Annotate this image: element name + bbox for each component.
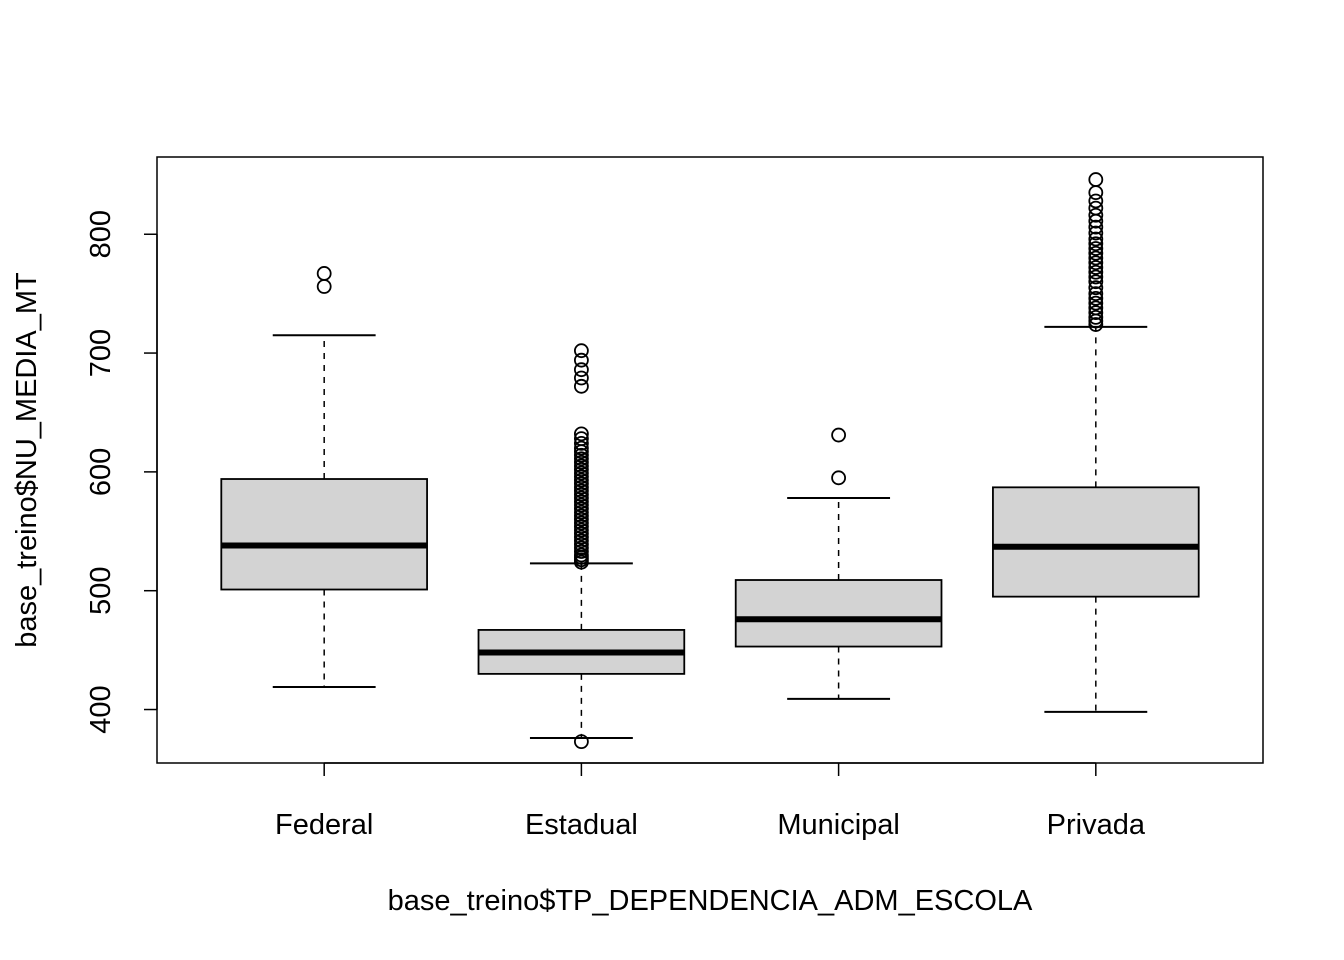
outlier-point bbox=[573, 490, 589, 506]
outlier-point bbox=[573, 508, 589, 524]
outlier-point bbox=[1088, 207, 1104, 223]
x-tick-label: Federal bbox=[275, 809, 373, 841]
outlier-point bbox=[1088, 317, 1104, 332]
outlier-point bbox=[573, 544, 589, 559]
plot-frame bbox=[156, 156, 1264, 764]
x-tick-label: Municipal bbox=[777, 809, 900, 841]
y-axis-title: base_treino$NU_MEDIA_MT bbox=[11, 272, 43, 648]
outlier-point bbox=[573, 447, 589, 463]
outlier-point bbox=[573, 378, 589, 394]
outlier-point bbox=[573, 479, 589, 495]
outlier-point bbox=[316, 266, 332, 281]
outlier-point bbox=[573, 476, 589, 492]
box-iqr bbox=[992, 486, 1200, 598]
outlier-point bbox=[573, 536, 589, 552]
outlier-point bbox=[573, 522, 589, 538]
outlier-point bbox=[573, 483, 589, 499]
outlier-point bbox=[1088, 286, 1104, 302]
outlier-point bbox=[573, 529, 589, 545]
outlier-point bbox=[573, 462, 589, 477]
outlier-point bbox=[1088, 305, 1104, 321]
outlier-point bbox=[573, 454, 589, 470]
y-tick-label: 700 bbox=[85, 329, 117, 377]
outlier-point bbox=[573, 547, 589, 563]
outlier-point bbox=[573, 469, 589, 485]
outlier-point bbox=[573, 435, 589, 451]
box-federal bbox=[220, 266, 428, 688]
outlier-point bbox=[831, 427, 847, 443]
outlier-point bbox=[573, 362, 589, 378]
outlier-point bbox=[573, 512, 589, 527]
boxes-layer bbox=[220, 172, 1200, 750]
outlier-point bbox=[573, 501, 589, 517]
outlier-point bbox=[573, 540, 589, 556]
outlier-point bbox=[1088, 264, 1104, 280]
outlier-point bbox=[831, 470, 847, 486]
outlier-point bbox=[573, 352, 589, 368]
outlier-point bbox=[573, 494, 589, 509]
outlier-point bbox=[1088, 200, 1104, 216]
outlier-point bbox=[1088, 185, 1104, 201]
y-axis: 400 500 600 700 800 bbox=[85, 210, 158, 734]
outlier-point bbox=[1088, 274, 1104, 290]
outlier-point bbox=[573, 515, 589, 531]
box-municipal bbox=[734, 427, 943, 700]
outlier-point bbox=[573, 440, 589, 456]
box-iqr bbox=[734, 579, 943, 648]
x-axis-title: base_treino$TP_DEPENDENCIA_ADM_ESCOLA bbox=[388, 885, 1033, 917]
outlier-point bbox=[573, 343, 589, 359]
outlier-point bbox=[1088, 193, 1104, 209]
outlier-point bbox=[573, 465, 589, 481]
outlier-point bbox=[573, 472, 589, 488]
outlier-point bbox=[573, 497, 589, 513]
outlier-point bbox=[1088, 225, 1104, 241]
box-privada bbox=[992, 172, 1200, 713]
x-tick-label: Estadual bbox=[525, 809, 638, 841]
outlier-point bbox=[573, 504, 589, 520]
y-tick-label: 400 bbox=[85, 685, 117, 733]
outlier-point bbox=[573, 370, 589, 386]
outlier-point bbox=[573, 451, 589, 467]
x-tick-label: Privada bbox=[1047, 809, 1146, 841]
y-tick-label: 600 bbox=[85, 448, 117, 496]
outlier-point bbox=[1088, 231, 1104, 247]
outlier-point bbox=[1088, 280, 1104, 296]
outlier-point bbox=[1088, 236, 1104, 252]
outlier-point bbox=[573, 519, 589, 534]
outlier-point bbox=[573, 426, 589, 442]
outlier-point bbox=[1088, 241, 1104, 256]
outlier-point bbox=[573, 487, 589, 502]
box-estadual bbox=[477, 343, 686, 750]
outlier-point bbox=[1088, 300, 1104, 316]
outlier-point bbox=[573, 734, 589, 750]
box-iqr bbox=[220, 478, 428, 591]
outlier-point bbox=[573, 458, 589, 474]
outlier-point bbox=[1088, 290, 1104, 306]
outlier-point bbox=[1088, 269, 1104, 285]
x-axis: Federal Estadual Municipal Privada bbox=[275, 762, 1146, 841]
outlier-point bbox=[573, 533, 589, 549]
outlier-point bbox=[573, 526, 589, 542]
outlier-point bbox=[1088, 295, 1104, 311]
outlier-point bbox=[1088, 219, 1104, 235]
outlier-point bbox=[1088, 255, 1104, 271]
outlier-point bbox=[316, 279, 332, 294]
outlier-point bbox=[1088, 172, 1104, 187]
outlier-point bbox=[1088, 250, 1104, 266]
outlier-point bbox=[1088, 245, 1104, 261]
outlier-point bbox=[573, 431, 589, 447]
y-tick-label: 500 bbox=[85, 567, 117, 615]
outlier-point bbox=[1088, 310, 1104, 325]
outlier-point bbox=[1088, 260, 1104, 275]
y-tick-label: 800 bbox=[85, 210, 117, 258]
